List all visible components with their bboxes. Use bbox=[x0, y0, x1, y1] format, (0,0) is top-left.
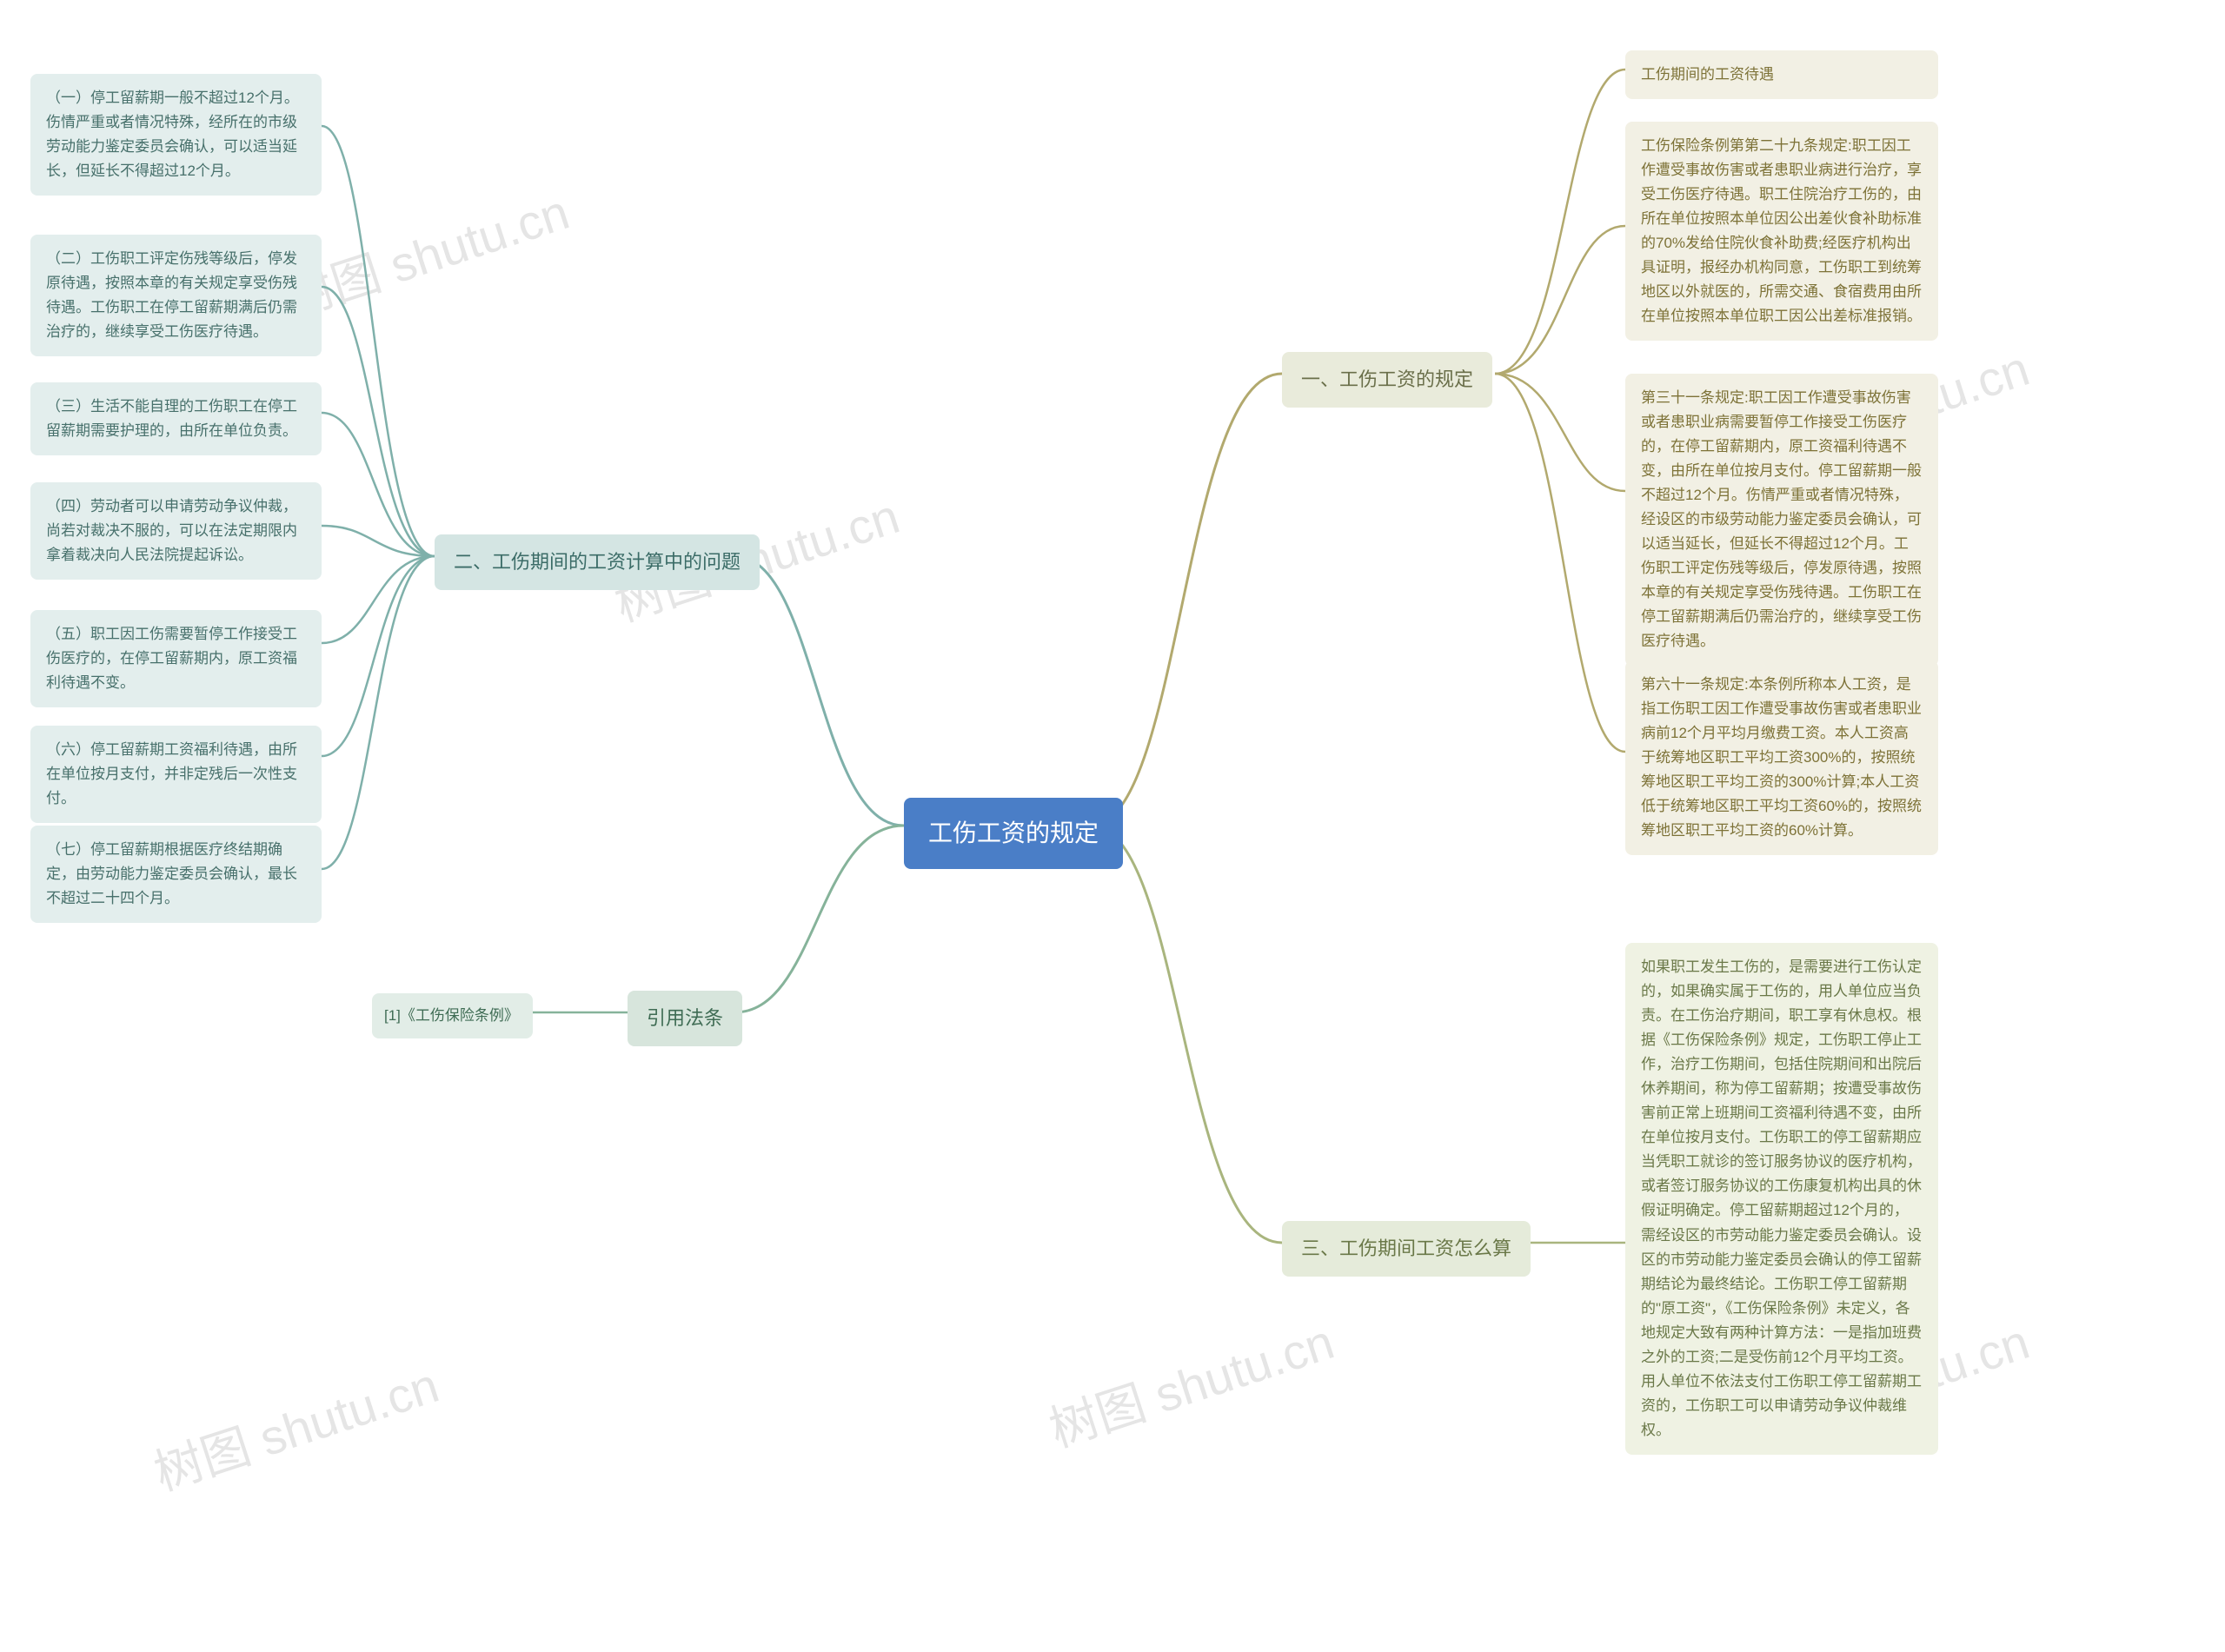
branch-1[interactable]: 一、工伤工资的规定 bbox=[1282, 352, 1492, 408]
branch2-leaf-6: （六）停工留薪期工资福利待遇，由所在单位按月支付，并非定残后一次性支付。 bbox=[30, 726, 322, 823]
branch-2[interactable]: 二、工伤期间的工资计算中的问题 bbox=[435, 534, 760, 590]
watermark: 树图 shutu.cn bbox=[1039, 1304, 1342, 1462]
branch2-leaf-1: （一）停工留薪期一般不超过12个月。伤情严重或者情况特殊，经所在的市级劳动能力鉴… bbox=[30, 74, 322, 196]
branch-3[interactable]: 三、工伤期间工资怎么算 bbox=[1282, 1221, 1531, 1277]
branch3-leaf-1: 如果职工发生工伤的，是需要进行工伤认定的，如果确实属于工伤的，用人单位应当负责。… bbox=[1625, 943, 1938, 1455]
branch2-leaf-3: （三）生活不能自理的工伤职工在停工留薪期需要护理的，由所在单位负责。 bbox=[30, 382, 322, 455]
branch1-leaf-1: 工伤期间的工资待遇 bbox=[1625, 50, 1938, 99]
branch2-leaf-5: （五）职工因工伤需要暂停工作接受工伤医疗的，在停工留薪期内，原工资福利待遇不变。 bbox=[30, 610, 322, 707]
branch2-leaf-7: （七）停工留薪期根据医疗终结期确定，由劳动能力鉴定委员会确认，最长不超过二十四个… bbox=[30, 826, 322, 923]
mindmap-canvas: 树图 shutu.cn 树图 shutu.cn 树图 shutu.cn 树图 s… bbox=[0, 0, 2225, 1652]
watermark: 树图 shutu.cn bbox=[144, 1347, 447, 1505]
branch-4[interactable]: 引用法条 bbox=[628, 991, 742, 1046]
branch1-leaf-2: 工伤保险条例第第二十九条规定:职工因工作遭受事故伤害或者患职业病进行治疗，享受工… bbox=[1625, 122, 1938, 341]
branch4-leaf-1: [1]《工伤保险条例》 bbox=[372, 993, 533, 1038]
branch1-leaf-4: 第六十一条规定:本条例所称本人工资，是指工伤职工因工作遭受事故伤害或者患职业病前… bbox=[1625, 660, 1938, 855]
root-node[interactable]: 工伤工资的规定 bbox=[904, 798, 1123, 869]
branch2-leaf-4: （四）劳动者可以申请劳动争议仲裁，尚若对裁决不服的，可以在法定期限内拿着裁决向人… bbox=[30, 482, 322, 580]
branch2-leaf-2: （二）工伤职工评定伤残等级后，停发原待遇，按照本章的有关规定享受伤残待遇。工伤职… bbox=[30, 235, 322, 356]
branch1-leaf-3: 第三十一条规定:职工因工作遭受事故伤害或者患职业病需要暂停工作接受工伤医疗的，在… bbox=[1625, 374, 1938, 667]
